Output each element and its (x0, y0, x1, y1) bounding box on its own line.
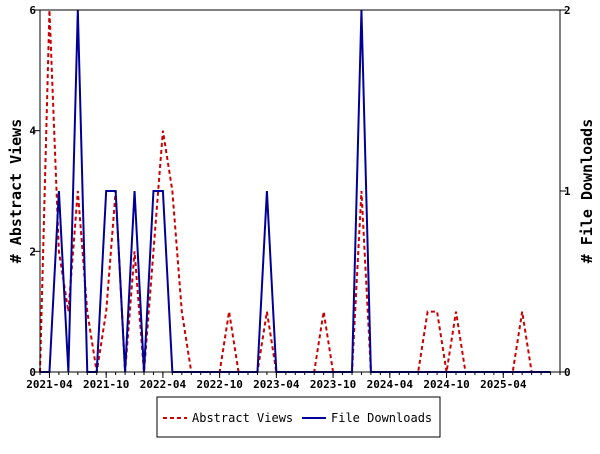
plot-frame (39, 9, 561, 373)
series-layer (39, 9, 551, 373)
y-right-tick-label: 2 (564, 4, 571, 17)
x-tick-label: 2025-04 (480, 378, 527, 391)
y-axis-left-title: # Abstract Views (7, 119, 25, 264)
y-right-tick-label: 0 (564, 366, 571, 379)
legend: Abstract Views File Downloads (156, 396, 441, 438)
y-left-tick-label: 4 (29, 125, 36, 138)
y-right-tick-label: 1 (564, 185, 571, 198)
ticks-layer: 0 2 4 6 0 1 2 2021-04 2021-10 2022-04 2022-10 2023-… (26, 4, 571, 391)
y-axis-right-title: # File Downloads (578, 119, 596, 264)
x-tick-label: 2022-10 (196, 378, 242, 391)
x-tick-label: 2023-10 (310, 378, 356, 391)
x-tick-label: 2021-10 (83, 378, 129, 391)
x-tick-label: 2023-04 (253, 378, 300, 391)
legend-label-file-downloads: File Downloads (331, 411, 432, 425)
legend-box (156, 396, 441, 438)
series-line-file-downloads (40, 9, 551, 373)
legend-label-abstract-views: Abstract Views (192, 411, 293, 425)
y-left-tick-label: 6 (29, 4, 36, 17)
x-tick-label: 2022-04 (140, 378, 187, 391)
y-left-tick-label: 2 (29, 245, 36, 258)
x-tick-label: 2024-04 (367, 378, 414, 391)
y-left-tick-label: 0 (29, 366, 36, 379)
x-tick-label: 2021-04 (26, 378, 73, 391)
x-tick-label: 2024-10 (423, 378, 469, 391)
